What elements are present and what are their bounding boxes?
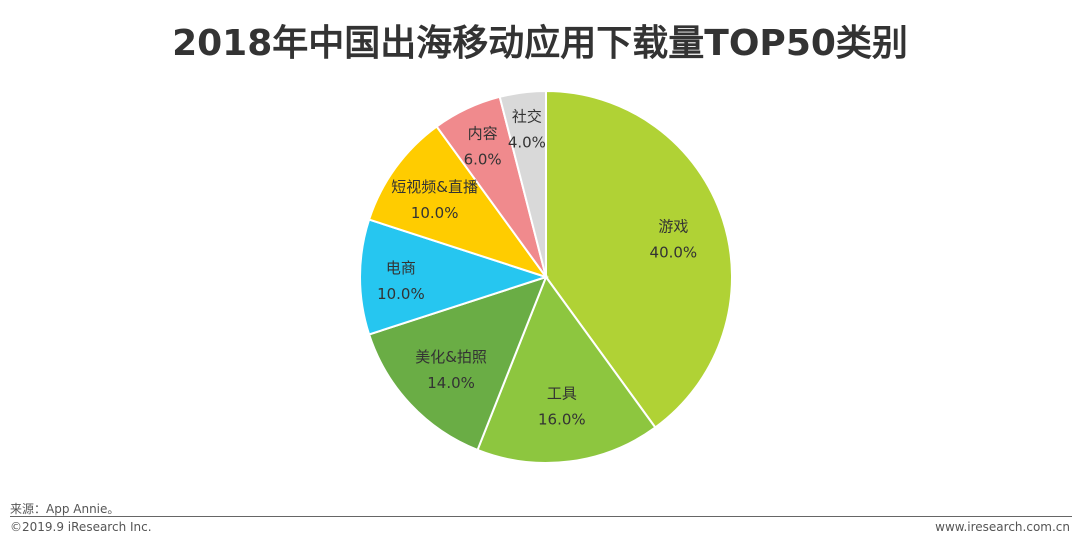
slice-label-3: 美化&拍照 <box>415 348 487 366</box>
slice-label-1: 游戏 <box>658 218 688 236</box>
slice-value-1: 40.0% <box>650 244 698 262</box>
chart-title: 2018年中国出海移动应用下载量TOP50类别 <box>172 23 908 64</box>
slice-value-3: 14.0% <box>427 374 475 392</box>
pie-labels: 游戏 40.0% 工具 16.0% 美化&拍照 14.0% 电商 10.0% 短视频&直播 10.… <box>377 108 697 429</box>
pie-slices <box>359 89 733 464</box>
slice-value-5: 10.0% <box>411 204 459 222</box>
slice-label-7: 社交 <box>512 108 542 126</box>
slice-value-6: 6.0% <box>464 150 502 168</box>
slice-label-6: 内容 <box>468 124 498 142</box>
slice-label-2: 工具 <box>547 384 577 402</box>
pie-slice-2 <box>476 274 657 464</box>
copyright-text: ©2019.9 iResearch Inc. <box>10 520 152 534</box>
pie-slice-4 <box>359 218 550 336</box>
pie-slice-7 <box>498 89 547 278</box>
slice-value-2: 16.0% <box>538 410 586 428</box>
footer-divider <box>10 516 1072 517</box>
slice-label-5: 短视频&直播 <box>391 178 478 196</box>
pie-slice-1 <box>545 89 733 429</box>
source-note: 来源：App Annie。 <box>10 502 120 516</box>
website-link[interactable]: www.iresearch.com.cn <box>935 520 1070 534</box>
slice-value-4: 10.0% <box>377 285 425 303</box>
slice-value-7: 4.0% <box>508 134 546 152</box>
slice-label-4: 电商 <box>386 259 416 277</box>
pie-slice-5 <box>367 125 549 279</box>
